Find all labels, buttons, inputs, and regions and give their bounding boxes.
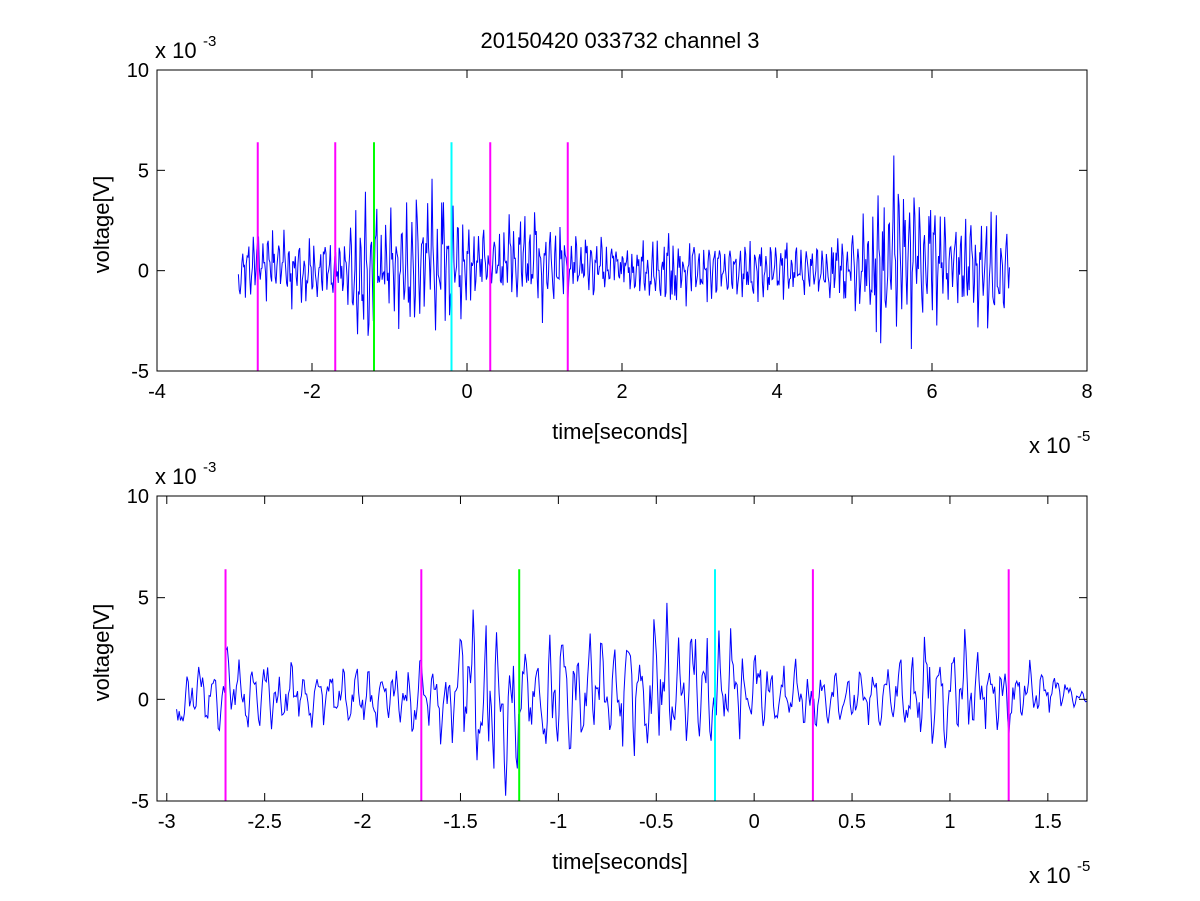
bottom-x-tick-label: 0.5 — [838, 811, 866, 833]
bottom-series-layer — [176, 602, 1088, 796]
bottom-marker-layer — [224, 569, 1010, 801]
top-signal-line — [237, 155, 1010, 349]
bottom-y-tick-label: 5 — [138, 588, 149, 610]
top-x-tick-label: 8 — [1081, 381, 1092, 403]
bottom-ticks-layer: -3 -2.5 -2 -1.5 -1 -0.5 0 0.5 1 1.5 -5 0 5 10 — [127, 486, 1087, 833]
top-y-exponent-base: x 10 — [155, 38, 197, 63]
top-y-tick-label: 5 — [138, 160, 149, 182]
bottom-x-tick-label: -2 — [354, 811, 372, 833]
top-series-layer — [237, 155, 1010, 349]
top-x-exponent-base: x 10 — [1029, 433, 1071, 458]
bottom-y-tick-label: 10 — [127, 486, 149, 508]
top-x-tick-label: -2 — [303, 381, 321, 403]
top-plot: -4 -2 0 2 4 6 8 -5 0 5 10 time[seconds] voltage[V]… — [89, 33, 1093, 458]
bottom-plot: -3 -2.5 -2 -1.5 -1 -0.5 0 0.5 1 1.5 -5 0 5 10 time[se… — [89, 459, 1090, 888]
top-y-tick-label: -5 — [131, 361, 149, 383]
top-x-tick-label: 4 — [771, 381, 782, 403]
top-x-exponent-power: -5 — [1077, 428, 1090, 445]
bottom-x-axis-label: time[seconds] — [552, 849, 688, 874]
top-x-tick-label: 0 — [461, 381, 472, 403]
bottom-y-exponent-base: x 10 — [155, 464, 197, 489]
bottom-x-tick-label: -1.5 — [443, 811, 477, 833]
bottom-x-tick-label: -2.5 — [247, 811, 281, 833]
bottom-signal-line — [176, 602, 1088, 796]
top-x-tick-label: -4 — [148, 381, 166, 403]
bottom-x-tick-label: 0 — [749, 811, 760, 833]
bottom-y-axis-label: voltage[V] — [89, 604, 114, 702]
top-y-tick-label: 10 — [127, 60, 149, 82]
bottom-x-tick-label: 1.5 — [1034, 811, 1062, 833]
figure-title: 20150420 033732 channel 3 — [481, 28, 760, 53]
top-x-axis-label: time[seconds] — [552, 419, 688, 444]
bottom-x-exponent-base: x 10 — [1029, 863, 1071, 888]
bottom-y-exponent: x 10 -3 — [155, 459, 216, 489]
top-ticks-layer: -4 -2 0 2 4 6 8 -5 0 5 10 — [127, 60, 1093, 403]
top-y-tick-label: 0 — [138, 261, 149, 283]
bottom-x-exponent: x 10 -5 — [1029, 858, 1090, 888]
bottom-y-exponent-power: -3 — [203, 459, 216, 476]
bottom-x-tick-label: -3 — [158, 811, 176, 833]
bottom-plot-frame — [156, 495, 1088, 802]
top-y-exponent: x 10 -3 — [155, 33, 216, 63]
top-x-tick-label: 2 — [616, 381, 627, 403]
top-x-tick-label: 6 — [926, 381, 937, 403]
bottom-y-tick-label: -5 — [131, 791, 149, 813]
top-y-axis-label: voltage[V] — [89, 176, 114, 274]
bottom-x-tick-label: 1 — [944, 811, 955, 833]
top-marker-layer — [256, 142, 569, 371]
bottom-x-exponent-power: -5 — [1077, 858, 1090, 875]
bottom-x-tick-label: -1 — [549, 811, 567, 833]
bottom-y-tick-label: 0 — [138, 689, 149, 711]
top-x-exponent: x 10 -5 — [1029, 428, 1090, 458]
top-y-exponent-power: -3 — [203, 33, 216, 50]
bottom-x-tick-label: -0.5 — [639, 811, 673, 833]
